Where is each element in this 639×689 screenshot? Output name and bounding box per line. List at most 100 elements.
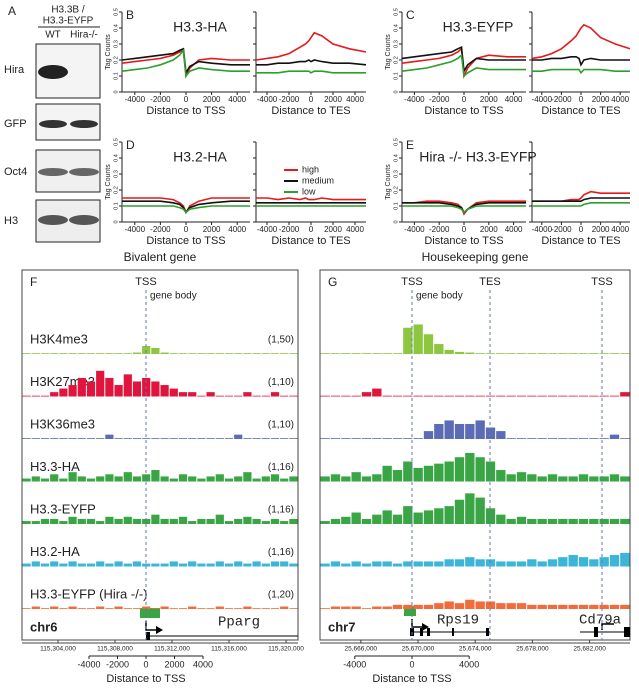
coverage-bar <box>351 606 361 609</box>
track-name: H3.3-EYFP <box>30 501 96 516</box>
coverage-bar <box>568 518 578 524</box>
x-tick-label: -2000 <box>551 95 572 104</box>
coverage-bar <box>392 438 403 439</box>
panel-label: C <box>406 8 415 22</box>
coverage-bar <box>270 518 280 524</box>
x-tick-label: 4000 <box>611 225 629 234</box>
y-tick-label: 0 <box>113 220 119 223</box>
blot <box>35 43 101 243</box>
y-tick-label: 0.5 <box>113 138 119 146</box>
coverage-bar <box>341 606 351 609</box>
coverage-bar <box>22 395 31 397</box>
line-series <box>122 205 250 214</box>
coverage-bar <box>558 604 568 609</box>
coverage-bar <box>215 561 224 567</box>
coverage-bar <box>558 557 568 567</box>
coverage-bar <box>280 521 289 524</box>
coverage-bar <box>59 353 68 354</box>
coverage-bar <box>151 563 160 567</box>
coverage-bar <box>197 353 206 354</box>
coverage-bar <box>224 353 234 354</box>
x-tick-label: 0 <box>579 225 584 234</box>
coverage-bar <box>620 476 630 482</box>
coverage-bar <box>59 521 68 524</box>
coverage-bar <box>392 353 403 354</box>
coverage-bar <box>289 563 298 567</box>
line-series <box>532 56 630 67</box>
coverage-bar <box>132 438 142 439</box>
coverage-bar <box>160 518 169 524</box>
coverage-bar <box>86 353 96 354</box>
coverage-bar <box>568 395 578 397</box>
coverage-bar <box>465 352 475 354</box>
coverage-bar <box>609 434 620 439</box>
coverage-bar <box>599 476 609 482</box>
chart-title: H3.2-HA <box>173 149 227 165</box>
x-tick-label: 2000 <box>480 95 498 104</box>
coverage-bar <box>160 606 169 609</box>
coverage-bar <box>188 438 197 439</box>
y-tick-label: 0.2 <box>113 186 119 194</box>
section-title: Housekeeping gene <box>422 250 529 264</box>
coverage-bar <box>178 608 188 609</box>
coverage-bar <box>392 514 403 524</box>
x-tick-label: -4000 <box>257 225 278 234</box>
coverage-bar <box>496 395 506 397</box>
coverage-bar <box>280 606 289 609</box>
coverage-bar <box>261 476 270 482</box>
coverage-bar <box>465 599 475 609</box>
blot-column: WT <box>45 30 61 41</box>
x-axis-label: Distance to TES <box>541 105 620 117</box>
coverage-bar <box>413 438 423 439</box>
y-tick-label: 0.2 <box>113 56 119 64</box>
coverage-bar <box>178 563 188 567</box>
coverage-bar <box>261 521 270 524</box>
coverage-bar <box>537 438 547 439</box>
coverage-bar <box>516 561 527 567</box>
line-series <box>532 190 630 202</box>
coverage-bar <box>403 561 413 567</box>
coverage-bar <box>361 353 372 354</box>
coverage-bar <box>178 438 188 439</box>
coverage-bar <box>475 601 485 609</box>
genome-tick-label: 115,304,000 <box>40 646 76 653</box>
coverage-bar <box>68 438 77 439</box>
coverage-bar <box>169 353 178 354</box>
y-tick-label: 0 <box>393 90 399 93</box>
marker-label: TSS <box>135 276 156 288</box>
coverage-bar <box>188 606 197 609</box>
coverage-bar <box>392 470 403 482</box>
coverage-bar <box>320 438 330 439</box>
coverage-bar <box>475 457 485 482</box>
arrow-head <box>156 626 163 634</box>
coverage-bar <box>280 438 289 439</box>
x-tick-label: 0 <box>462 225 467 234</box>
coverage-bar <box>114 606 123 609</box>
coverage-bar <box>372 353 382 354</box>
coverage-bar <box>59 563 68 567</box>
coverage-bar <box>516 472 527 482</box>
x-tick-label: -2000 <box>279 95 300 104</box>
coverage-bar <box>341 438 351 439</box>
coverage-bar <box>22 478 31 482</box>
x-tick-label: 4000 <box>505 95 523 104</box>
coverage-bar <box>160 385 169 397</box>
coverage-bar <box>280 395 289 397</box>
coverage-bar <box>382 510 392 524</box>
genome-tick-label: 115,320,000 <box>268 646 304 653</box>
coverage-bar <box>206 438 215 439</box>
coverage-bar <box>454 499 465 524</box>
x-axis-label: Distance to TES <box>271 105 350 117</box>
coverage-bar <box>547 518 558 524</box>
coverage-bar <box>620 392 630 397</box>
coverage-bar <box>444 420 454 439</box>
genome-tick-label: 25,670,000 <box>402 646 435 653</box>
coverage-bar <box>444 559 454 567</box>
line-series <box>402 205 526 214</box>
x-tick-label: -4000 <box>125 225 146 234</box>
coverage-bar <box>568 438 578 439</box>
coverage-bar <box>454 423 465 439</box>
coverage-bar <box>578 557 589 567</box>
coverage-bar <box>599 395 609 397</box>
